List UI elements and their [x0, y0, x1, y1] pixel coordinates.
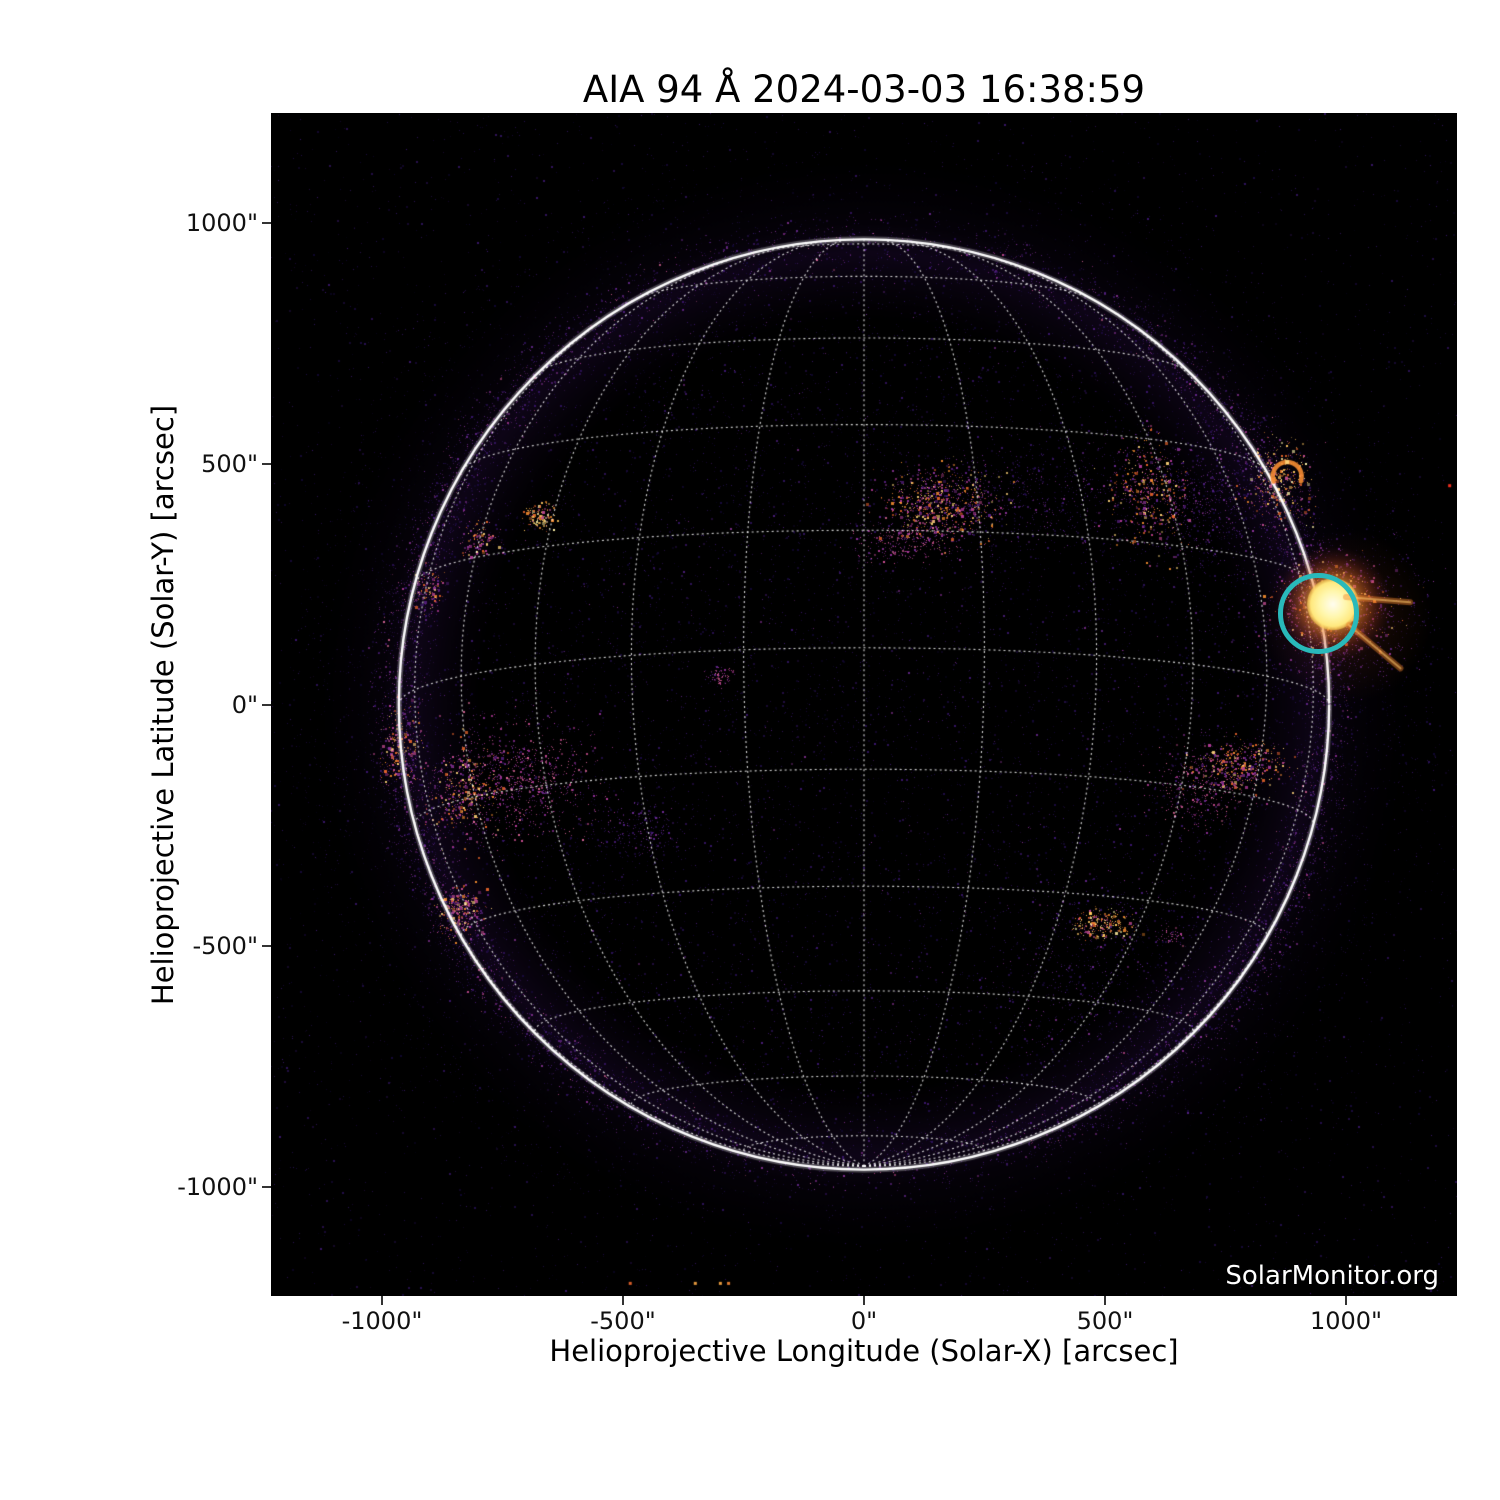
- y-tick-mark: [262, 462, 271, 465]
- x-tick-label: -1000": [341, 1307, 423, 1335]
- x-tick-mark: [1104, 1296, 1106, 1305]
- plot-area: SolarMonitor.org: [271, 113, 1457, 1296]
- x-tick-label: 500": [1076, 1307, 1134, 1335]
- y-tick-mark: [262, 944, 271, 947]
- y-tick-mark: [262, 221, 271, 224]
- y-tick-label: -1000": [177, 1172, 258, 1201]
- y-tick-label: 1000": [185, 208, 258, 237]
- x-tick-label: 1000": [1309, 1307, 1383, 1335]
- x-tick-label: -500": [590, 1307, 656, 1335]
- y-tick-label: -500": [192, 931, 258, 960]
- x-tick-mark: [381, 1296, 383, 1305]
- x-axis-label: Helioprojective Longitude (Solar-X) [arc…: [549, 1334, 1179, 1368]
- x-tick-mark: [1345, 1296, 1347, 1305]
- x-tick-label: 0": [850, 1307, 878, 1335]
- y-tick-label: 0": [231, 690, 258, 719]
- watermark: SolarMonitor.org: [1225, 1261, 1439, 1291]
- y-tick-mark: [262, 1185, 271, 1188]
- x-tick-mark: [622, 1296, 624, 1305]
- x-tick-mark: [863, 1296, 865, 1305]
- y-tick-label: 500": [201, 449, 258, 478]
- chart-title: AIA 94 Å 2024-03-03 16:38:59: [582, 68, 1146, 111]
- solar-disk-image: [271, 113, 1457, 1296]
- y-tick-mark: [262, 703, 271, 706]
